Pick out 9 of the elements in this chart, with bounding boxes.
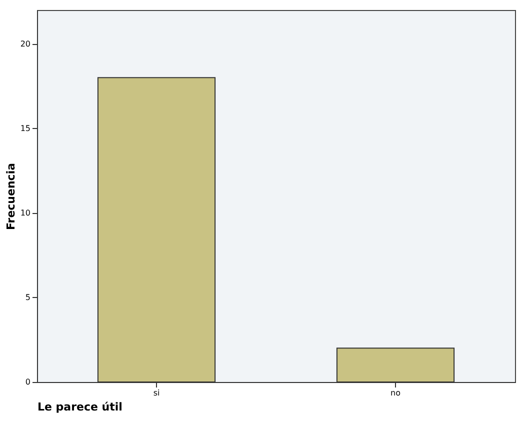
y-axis-title: Frecuencia — [4, 162, 18, 230]
y-tick-label: 0 — [25, 378, 30, 386]
x-tick-label: si — [153, 388, 160, 398]
y-tick-label: 15 — [20, 124, 30, 133]
y-tick-label: 10 — [20, 208, 30, 218]
x-tick-label: no — [390, 388, 401, 398]
x-axis-title: Le parece útil — [38, 400, 122, 414]
y-tick-label: 20 — [20, 39, 30, 48]
y-tick-label: 5 — [25, 292, 30, 302]
